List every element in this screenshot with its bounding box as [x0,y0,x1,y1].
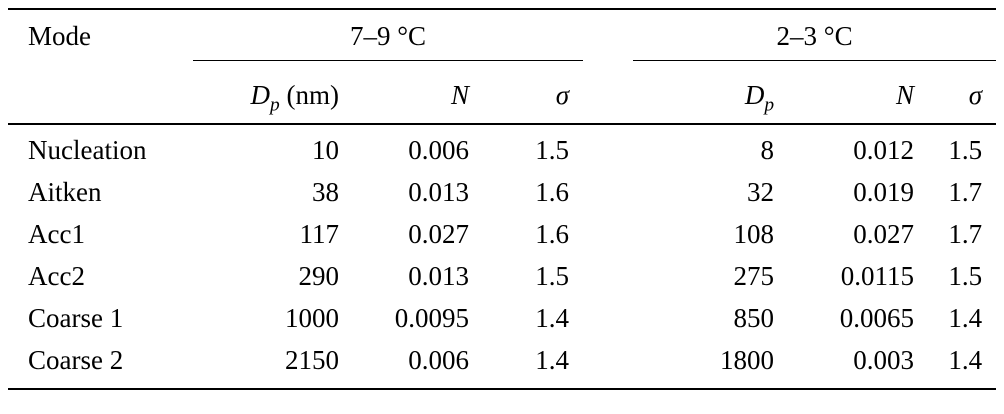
subheader-row: Dp (nm) N σ Dp N σ [8,60,997,125]
cell-gap [583,124,633,171]
cell-mode: Coarse 1 [28,303,124,333]
cell-n: 0.012 [853,135,915,165]
dp-unit-label: (nm) [286,80,339,110]
group-header-row: Mode 7–9 °C 2–3 °C [8,9,997,125]
column-header-dp-1: Dp (nm) [193,60,353,125]
cell-dp: 275 [733,261,775,291]
cell-mode: Nucleation [28,135,147,165]
table-row-acc2: Acc2 290 0.013 1.5 275 0.0115 1.5 [8,255,996,297]
cell-gap [583,213,633,255]
table-row-coarse2: Coarse 2 2150 0.006 1.4 1800 0.003 1.4 [8,339,996,389]
dp-symbol: D [250,80,271,110]
cell-dp: 1000 [285,303,339,333]
cell-dp: 117 [299,219,340,249]
column-header-mode: Mode [8,9,193,125]
dp-subscript: p [764,94,775,116]
cell-n: 0.0115 [840,261,915,291]
cell-dp: 1800 [720,345,775,375]
cell-sigma: 1.4 [535,303,570,333]
cell-dp: 10 [312,135,339,165]
cell-n: 0.027 [853,219,915,249]
cell-sigma: 1.5 [535,261,570,291]
table-row-coarse1: Coarse 1 1000 0.0095 1.4 850 0.0065 1.4 [8,297,996,339]
cell-sigma: 1.7 [948,177,983,207]
table-row-aitken: Aitken 38 0.013 1.6 32 0.019 1.7 [8,171,996,213]
cell-n: 0.013 [408,261,469,291]
cell-mode: Acc1 [28,219,85,249]
cell-n: 0.0095 [394,303,469,333]
paper-table-figure: Mode 7–9 °C 2–3 °C Dp (nm) N σ Dp N σ [8,8,997,390]
cell-dp: 108 [733,219,775,249]
cell-gap [583,297,633,339]
cell-mode: Aitken [28,177,102,207]
cell-dp: 850 [733,303,775,333]
cell-dp: 8 [760,135,775,165]
column-gap [583,9,634,125]
cell-n: 0.006 [408,135,469,165]
column-header-dp-2: Dp [633,60,789,125]
table-row-nucleation: Nucleation 10 0.006 1.5 8 0.012 1.5 [8,124,996,171]
group-header-2-3c: 2–3 °C [633,9,997,61]
column-header-n-1: N [353,60,483,125]
cell-gap [583,171,633,213]
cell-dp: 2150 [285,345,339,375]
cell-sigma: 1.6 [535,219,570,249]
cell-n: 0.019 [853,177,915,207]
dp-symbol: D [744,80,765,110]
cell-sigma: 1.6 [535,177,570,207]
cell-n: 0.013 [408,177,469,207]
group-header-7-9c: 7–9 °C [193,9,584,61]
column-header-sigma-1: σ [483,60,584,125]
cell-sigma: 1.4 [948,303,983,333]
dp-subscript: p [270,94,280,116]
table-row-acc1: Acc1 117 0.027 1.6 108 0.027 1.7 [8,213,996,255]
cell-sigma: 1.4 [535,345,570,375]
cell-sigma: 1.5 [948,261,983,291]
aerosol-mode-parameters-table: Mode 7–9 °C 2–3 °C Dp (nm) N σ Dp N σ [8,8,997,390]
cell-dp: 290 [298,261,340,291]
cell-dp: 38 [312,177,339,207]
cell-sigma: 1.5 [535,135,570,165]
cell-n: 0.003 [853,345,915,375]
cell-n: 0.0065 [839,303,915,333]
cell-n: 0.027 [408,219,469,249]
cell-sigma: 1.7 [948,219,983,249]
cell-mode: Coarse 2 [28,345,124,375]
column-header-n-2: N [788,60,929,125]
cell-dp: 32 [747,177,775,207]
column-header-sigma-2: σ [928,60,997,125]
cell-gap [583,255,633,297]
cell-mode: Acc2 [28,261,85,291]
cell-sigma: 1.5 [948,135,983,165]
cell-n: 0.006 [408,345,469,375]
cell-sigma: 1.4 [948,345,983,375]
cell-gap [583,339,633,389]
